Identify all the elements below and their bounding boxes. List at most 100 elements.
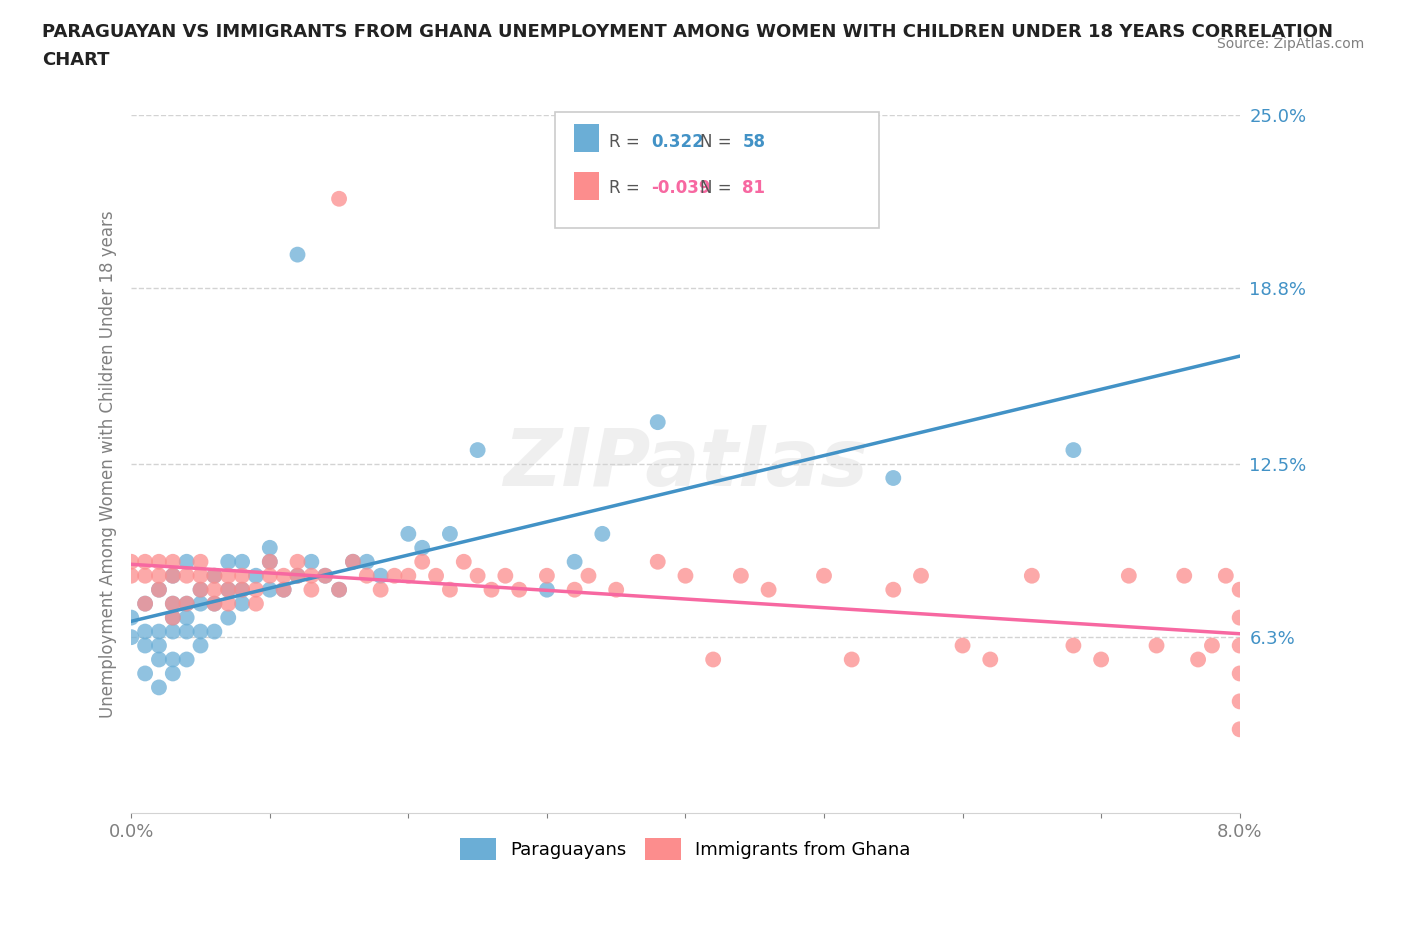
Point: [1229, 582, 1251, 597]
Point: [813, 568, 835, 583]
Point: [702, 652, 724, 667]
Point: [217, 582, 239, 597]
Point: [564, 582, 586, 597]
Point: [202, 624, 225, 639]
Point: [120, 630, 142, 644]
Point: [730, 568, 752, 583]
Text: R =: R =: [609, 179, 645, 197]
Point: [259, 554, 281, 569]
Point: [1021, 568, 1043, 583]
Point: [273, 582, 295, 597]
Point: [370, 582, 392, 597]
Point: [120, 568, 142, 583]
Text: PARAGUAYAN VS IMMIGRANTS FROM GHANA UNEMPLOYMENT AMONG WOMEN WITH CHILDREN UNDER: PARAGUAYAN VS IMMIGRANTS FROM GHANA UNEM…: [42, 23, 1333, 41]
Point: [231, 582, 253, 597]
Point: [190, 582, 212, 597]
Point: [162, 596, 184, 611]
Point: [508, 582, 530, 597]
Point: [1215, 568, 1237, 583]
Point: [1062, 443, 1084, 458]
Point: [605, 582, 627, 597]
Point: [245, 568, 267, 583]
Point: [647, 554, 669, 569]
Point: [1062, 638, 1084, 653]
Point: [134, 568, 156, 583]
Point: [1187, 652, 1209, 667]
Point: [287, 568, 309, 583]
Point: [148, 554, 170, 569]
Point: [356, 568, 378, 583]
Point: [370, 568, 392, 583]
Point: [328, 192, 350, 206]
Point: [134, 554, 156, 569]
Point: [882, 471, 904, 485]
Point: [342, 554, 364, 569]
Point: [190, 638, 212, 653]
Point: [231, 568, 253, 583]
Point: [217, 596, 239, 611]
Point: [259, 582, 281, 597]
Legend: Paraguayans, Immigrants from Ghana: Paraguayans, Immigrants from Ghana: [453, 830, 918, 867]
Text: N =: N =: [700, 179, 737, 197]
Point: [328, 582, 350, 597]
Point: [190, 582, 212, 597]
Point: [217, 568, 239, 583]
Point: [148, 652, 170, 667]
Point: [162, 554, 184, 569]
Point: [467, 443, 489, 458]
Point: [882, 582, 904, 597]
Point: [162, 596, 184, 611]
Point: [162, 568, 184, 583]
Point: [134, 666, 156, 681]
Point: [494, 568, 516, 583]
Point: [1173, 568, 1195, 583]
Point: [979, 652, 1001, 667]
Point: [176, 596, 198, 611]
Point: [148, 680, 170, 695]
Point: [245, 582, 267, 597]
Point: [758, 582, 780, 597]
Point: [675, 568, 697, 583]
Point: [564, 554, 586, 569]
Point: [259, 554, 281, 569]
Point: [162, 610, 184, 625]
Point: [536, 568, 558, 583]
Text: R =: R =: [609, 133, 645, 151]
Text: 58: 58: [742, 133, 765, 151]
Point: [162, 610, 184, 625]
Point: [287, 554, 309, 569]
Point: [120, 554, 142, 569]
Text: Source: ZipAtlas.com: Source: ZipAtlas.com: [1216, 37, 1364, 51]
Point: [411, 554, 433, 569]
Point: [647, 415, 669, 430]
Point: [120, 610, 142, 625]
Point: [439, 526, 461, 541]
Point: [231, 554, 253, 569]
Point: [314, 568, 336, 583]
Point: [162, 652, 184, 667]
Point: [148, 582, 170, 597]
Point: [481, 582, 503, 597]
Point: [148, 568, 170, 583]
Point: [1229, 638, 1251, 653]
Point: [1118, 568, 1140, 583]
Point: [202, 596, 225, 611]
Point: [148, 638, 170, 653]
Point: [1229, 694, 1251, 709]
Point: [176, 596, 198, 611]
Point: [453, 554, 475, 569]
Point: [162, 568, 184, 583]
Point: [259, 540, 281, 555]
Point: [299, 582, 322, 597]
Point: [1146, 638, 1168, 653]
Point: [952, 638, 974, 653]
Point: [202, 596, 225, 611]
Point: [134, 624, 156, 639]
Point: [467, 568, 489, 583]
Text: CHART: CHART: [42, 51, 110, 69]
Point: [176, 624, 198, 639]
Point: [202, 582, 225, 597]
Y-axis label: Unemployment Among Women with Children Under 18 years: Unemployment Among Women with Children U…: [100, 210, 117, 718]
Text: N =: N =: [700, 133, 737, 151]
Point: [217, 610, 239, 625]
